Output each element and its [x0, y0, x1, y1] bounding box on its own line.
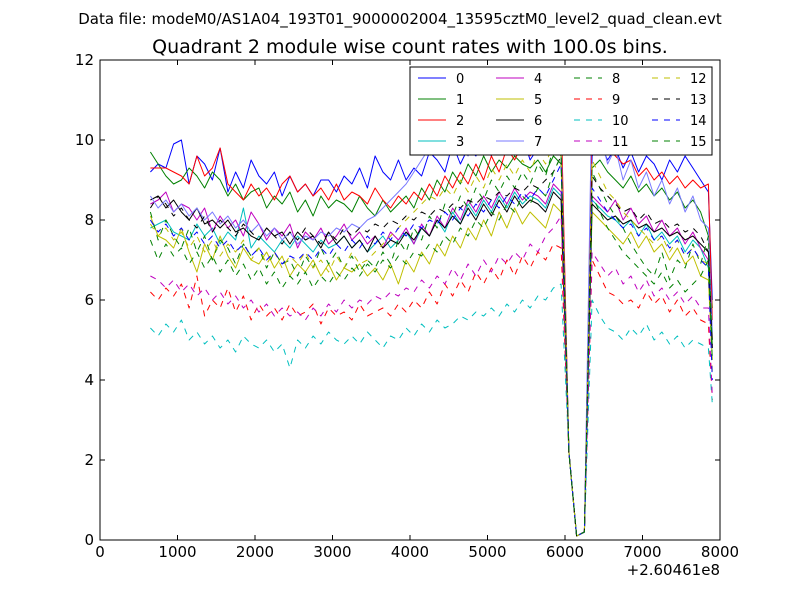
legend-label-11: 11 — [612, 135, 629, 150]
legend-label-12: 12 — [690, 72, 707, 87]
legend-label-1: 1 — [456, 93, 464, 108]
y-tick-label: 0 — [84, 531, 94, 549]
x-tick-label: 3000 — [313, 543, 351, 561]
chart-title: Quadrant 2 module wise count rates with … — [152, 36, 668, 58]
series-line-10 — [150, 283, 713, 537]
series-line-4 — [150, 183, 713, 537]
x-offset-label: +2.60461e8 — [627, 561, 720, 579]
x-tick-label: 7000 — [623, 543, 661, 561]
chart-suptitle: Data file: modeM0/AS1A04_193T01_90000020… — [78, 10, 722, 29]
x-tick-label: 6000 — [546, 543, 584, 561]
legend-label-7: 7 — [534, 135, 542, 150]
legend-label-6: 6 — [534, 114, 542, 129]
series-line-13 — [149, 155, 713, 537]
series-line-6 — [150, 191, 713, 537]
legend-label-0: 0 — [456, 72, 464, 87]
legend-label-4: 4 — [534, 72, 542, 87]
y-tick-label: 12 — [75, 51, 94, 69]
x-tick-label: 5000 — [468, 543, 506, 561]
x-tick-label: 0 — [95, 543, 105, 561]
legend-label-2: 2 — [456, 114, 464, 129]
series-line-5 — [149, 203, 713, 537]
x-tick-label: 2000 — [236, 543, 274, 561]
series-line-2 — [150, 107, 713, 537]
series-line-11 — [150, 215, 713, 537]
y-tick-label: 2 — [84, 451, 94, 469]
y-tick-label: 6 — [84, 291, 94, 309]
legend-box — [409, 66, 713, 156]
y-tick-label: 10 — [75, 131, 94, 149]
x-tick-label: 8000 — [701, 543, 739, 561]
legend-label-8: 8 — [612, 72, 620, 87]
legend-label-15: 15 — [690, 135, 707, 150]
legend-label-5: 5 — [534, 93, 542, 108]
y-tick-label: 8 — [84, 211, 94, 229]
series-line-9 — [150, 243, 713, 537]
series-line-0 — [150, 127, 713, 537]
series-line-12 — [149, 143, 713, 537]
x-axis: 0 1000 2000 3000 4000 5000 6000 7000 8000 — [95, 60, 739, 561]
y-tick-label: 4 — [84, 371, 94, 389]
legend-label-14: 14 — [690, 114, 707, 129]
legend-label-3: 3 — [456, 135, 464, 150]
series-line-15 — [149, 155, 713, 537]
x-tick-label: 1000 — [158, 543, 196, 561]
legend-label-13: 13 — [690, 93, 707, 108]
series-lines — [149, 83, 713, 537]
series-line-14 — [149, 163, 713, 537]
legend-label-9: 9 — [612, 93, 620, 108]
legend-label-10: 10 — [612, 114, 629, 129]
x-tick-label: 4000 — [391, 543, 429, 561]
